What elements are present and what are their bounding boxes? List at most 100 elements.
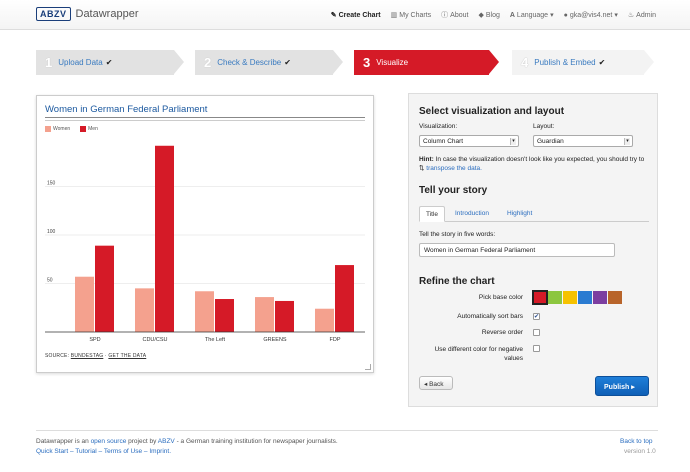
step-number: 1 — [45, 55, 53, 70]
layout-value: Guardian — [537, 138, 564, 145]
back-button[interactable]: ◂ Back — [419, 376, 453, 390]
bar-women — [195, 291, 214, 332]
quick-start-link[interactable]: Quick Start — [36, 448, 69, 455]
sort-bars-label: Automatically sort bars — [457, 313, 523, 320]
step-publish-embed[interactable]: 4 Publish & Embed ✔ — [512, 50, 654, 75]
caret-down-icon: ▾ — [614, 12, 618, 19]
imprint-link[interactable]: Imprint. — [149, 448, 172, 455]
chevron-left-icon: ◂ — [424, 381, 428, 388]
font-icon: A — [509, 11, 515, 19]
x-tick-label: SPD — [89, 337, 100, 343]
check-icon: ✔ — [284, 58, 291, 67]
tab-highlight[interactable]: Highlight — [507, 210, 533, 217]
chart-preview: Women in German Federal Parliament Women… — [36, 95, 374, 373]
user-icon: ● — [563, 11, 568, 19]
step-visualize[interactable]: 3 Visualize — [354, 50, 499, 75]
top-navbar: ABZV Datawrapper ✎ Create Chart ▥ My Chart… — [0, 0, 690, 30]
nav-user-label: gka@vis4.net — [569, 11, 613, 19]
nav-language-label: Language — [516, 11, 549, 19]
footer-links: Quick Start – Tutorial – Terms of Use – … — [36, 448, 172, 455]
bar-men — [95, 245, 114, 332]
step-upload-data[interactable]: 1 Upload Data ✔ — [36, 50, 184, 75]
back-to-top-link[interactable]: Back to top — [620, 438, 653, 445]
nav-language[interactable]: A Language ▾ — [510, 10, 554, 20]
select-arrow-icon: ▾ — [624, 138, 630, 145]
footer-text: - a German training institution for news… — [174, 438, 338, 445]
nav-admin[interactable]: ♨ Admin — [628, 10, 656, 20]
y-tick-label: 100 — [47, 229, 56, 235]
hint-text: Hint: In case the visualization doesn't … — [419, 155, 651, 173]
nav-my-charts[interactable]: ▥ My Charts — [391, 10, 432, 20]
visualization-select[interactable]: Column Chart ▾ — [419, 135, 519, 147]
nav-blog[interactable]: ◆ Blog — [478, 10, 499, 20]
transpose-link[interactable]: transpose the data. — [426, 165, 482, 172]
bar-women — [315, 308, 334, 332]
caret-down-icon: ▾ — [550, 12, 554, 19]
column-chart: 50 100 150 SPD CDU/CSU The Left GREENS FDP — [45, 145, 365, 343]
settings-panel: Select visualization and layout Visualiz… — [408, 93, 658, 407]
heading-refine-chart: Refine the chart — [419, 276, 495, 287]
story-title-input[interactable]: Women in German Federal Parliament — [419, 243, 615, 257]
hint-bold: Hint: — [419, 156, 434, 163]
transpose-icon: ⇅ — [419, 165, 425, 172]
legend-label: Women — [53, 126, 71, 132]
abzv-link[interactable]: ABZV — [157, 438, 175, 445]
color-swatch[interactable] — [578, 291, 592, 304]
publish-button[interactable]: Publish ▸ — [595, 376, 649, 396]
step-label: Publish & Embed — [534, 58, 596, 67]
pencil-icon: ✎ — [330, 12, 337, 19]
tag-icon: ◆ — [478, 12, 484, 19]
step-number: 3 — [363, 55, 371, 70]
color-swatch[interactable] — [532, 290, 548, 305]
layout-select[interactable]: Guardian ▾ — [533, 135, 633, 147]
open-source-link[interactable]: open source — [90, 438, 127, 445]
story-tabs: Title Introduction Highlight — [419, 206, 649, 222]
bar-men — [215, 299, 234, 332]
bar-women — [135, 288, 154, 332]
fire-icon: ♨ — [627, 12, 635, 19]
reverse-order-checkbox[interactable] — [533, 329, 540, 336]
check-icon: ✔ — [105, 58, 113, 67]
info-icon: ⓘ — [441, 12, 449, 19]
nav-create-chart[interactable]: ✎ Create Chart — [331, 10, 381, 20]
workflow-steps: 1 Upload Data ✔ 2 Check & Describe ✔ 3 Vis… — [36, 50, 656, 75]
footer-text: project by — [126, 438, 158, 445]
tab-introduction[interactable]: Introduction — [455, 210, 489, 217]
legend-item-women: Women — [45, 126, 70, 132]
publish-label: Publish — [604, 384, 630, 391]
color-swatch[interactable] — [593, 291, 607, 304]
get-data-link[interactable]: GET THE DATA — [108, 353, 147, 359]
footer-divider — [36, 430, 658, 431]
nav-create-chart-label: Create Chart — [338, 11, 381, 19]
brand[interactable]: ABZV Datawrapper — [36, 7, 138, 21]
back-label: Back — [429, 381, 444, 388]
step-number: 4 — [521, 55, 529, 70]
bar-women — [255, 297, 274, 332]
x-tick-label: CDU/CSU — [142, 337, 167, 343]
select-arrow-icon: ▾ — [510, 138, 516, 145]
bar-men — [155, 145, 174, 332]
resize-handle[interactable] — [365, 364, 371, 370]
x-tick-label: FDP — [330, 337, 341, 343]
color-swatch[interactable] — [563, 291, 577, 304]
negative-color-label: Use different color for negative values — [434, 346, 523, 362]
source-link[interactable]: BUNDESTAG — [70, 353, 104, 359]
step-label: Check & Describe — [217, 58, 282, 67]
tutorial-link[interactable]: Tutorial — [75, 448, 97, 455]
nav-user[interactable]: ● gka@vis4.net ▾ — [564, 10, 618, 20]
negative-color-checkbox[interactable] — [533, 345, 540, 352]
sort-bars-checkbox[interactable]: ✔ — [533, 313, 540, 320]
color-swatch[interactable] — [608, 291, 622, 304]
terms-link[interactable]: Terms of Use — [103, 448, 143, 455]
step-check-describe[interactable]: 2 Check & Describe ✔ — [195, 50, 343, 75]
layout-label: Layout: — [533, 123, 555, 130]
heading-select-visualization: Select visualization and layout — [419, 106, 565, 117]
nav-about[interactable]: ⓘ About — [441, 10, 468, 20]
bar-men — [275, 300, 294, 332]
color-swatch[interactable] — [548, 291, 562, 304]
tab-title[interactable]: Title — [419, 206, 446, 222]
nav-my-charts-label: My Charts — [399, 11, 432, 19]
version-text: version 1.0 — [624, 448, 656, 455]
step-label: Visualize — [376, 58, 409, 67]
footer-about: Datawrapper is an open source project by… — [36, 438, 338, 445]
